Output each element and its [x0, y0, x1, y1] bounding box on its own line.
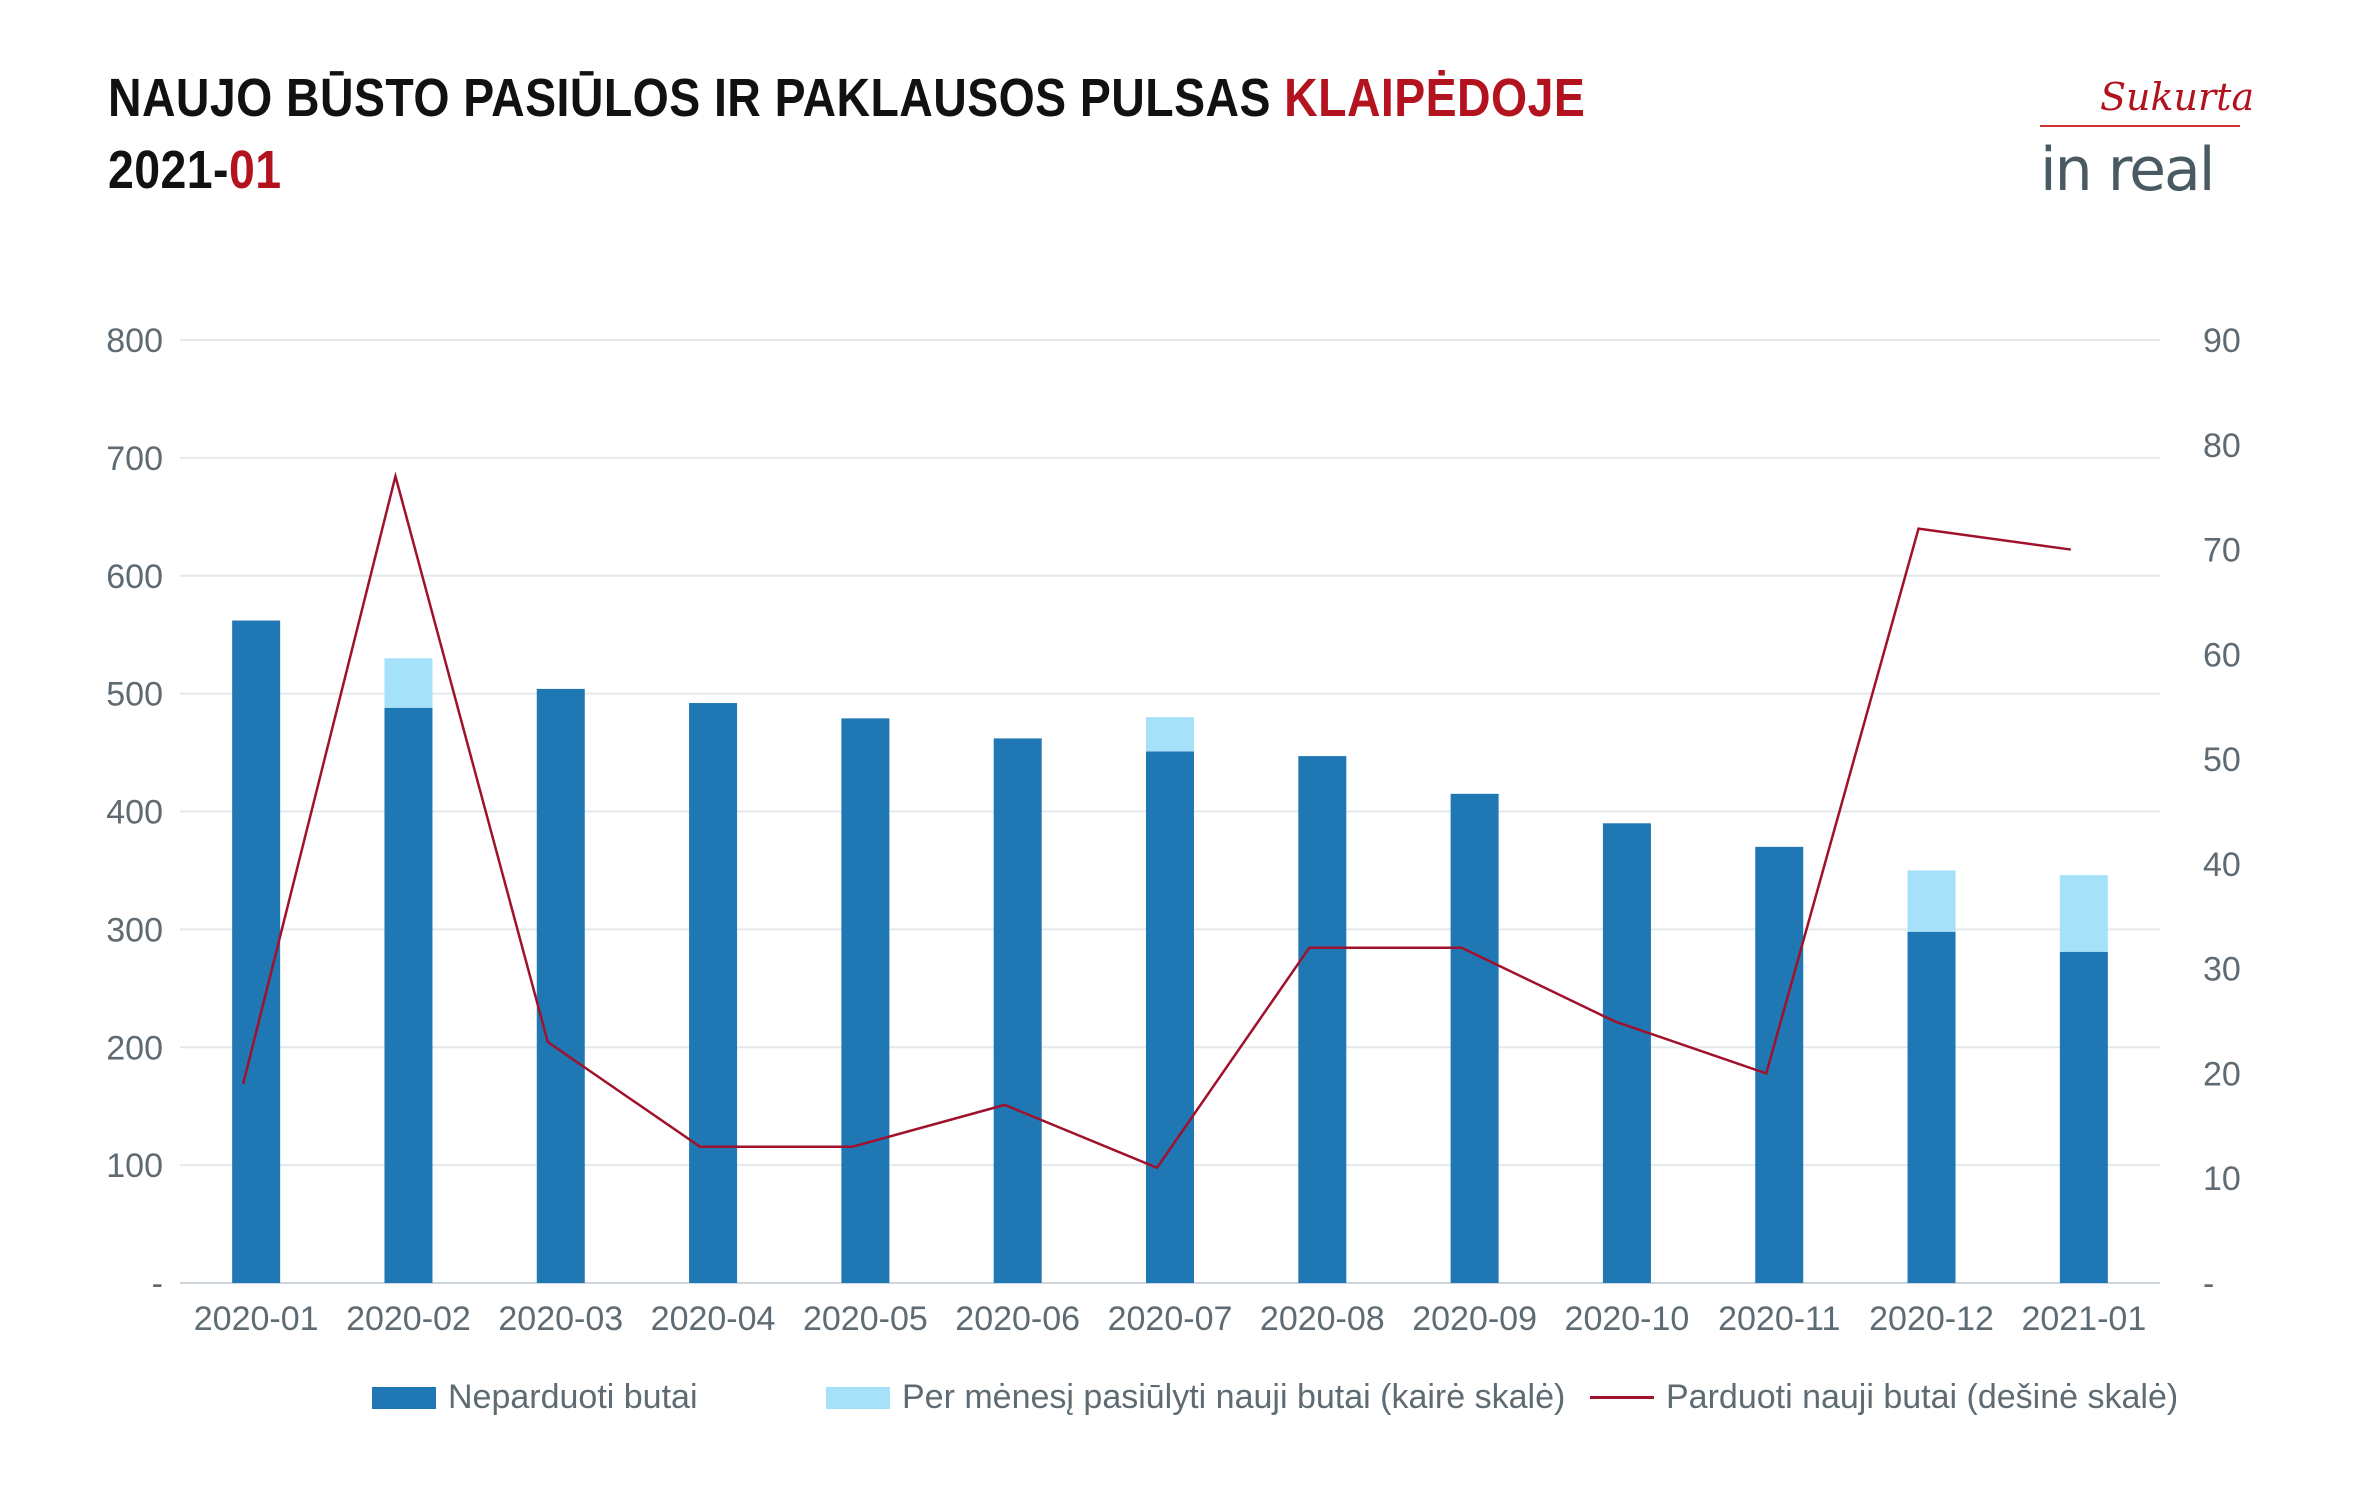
subtitle-month: 01 — [228, 140, 282, 200]
x-tick-label: 2021-01 — [2021, 1300, 2146, 1338]
bar-unsold — [993, 738, 1042, 1283]
x-tick-label: 2020-11 — [1718, 1300, 1840, 1338]
bar-unsold — [689, 703, 738, 1283]
bar-offered — [384, 658, 433, 708]
x-tick-label: 2020-10 — [1565, 1300, 1690, 1338]
legend-swatch-unsold — [372, 1386, 436, 1409]
right-tick-label: 90 — [2203, 322, 2241, 360]
bar-offered — [1907, 870, 1956, 932]
bar-offered — [2059, 875, 2108, 952]
x-tick-label: 2020-04 — [651, 1300, 776, 1338]
bar-unsold — [232, 620, 281, 1283]
left-tick-label: 700 — [106, 440, 163, 478]
bar-unsold — [1755, 846, 1804, 1283]
left-tick-label: 800 — [106, 322, 163, 360]
x-tick-label: 2020-07 — [1108, 1300, 1233, 1338]
legend-label-offered: Per mėnesį pasiūlyti nauji butai (kairė … — [902, 1378, 1566, 1416]
right-tick-label: 80 — [2203, 427, 2241, 465]
title-line-1: NAUJO BŪSTO PASIŪLOS IR PAKLAUSOS PULSAS… — [108, 62, 1585, 134]
legend-label-sold: Parduoti nauji butai (dešinė skalė) — [1666, 1378, 2179, 1416]
x-tick-label: 2020-09 — [1412, 1300, 1537, 1338]
bar-unsold — [1450, 793, 1499, 1283]
title-main: NAUJO BŪSTO PASIŪLOS IR PAKLAUSOS PULSAS — [108, 68, 1285, 128]
left-tick-label: 400 — [106, 794, 163, 832]
right-tick-label: 10 — [2203, 1160, 2241, 1198]
right-tick-label: 70 — [2203, 532, 2241, 570]
bar-unsold — [841, 718, 890, 1283]
inreal-logo: Sukurta in real — [2040, 75, 2260, 205]
title-line-2: 2021-01 — [108, 134, 1585, 206]
bar-unsold — [1907, 931, 1956, 1283]
left-tick-label: 500 — [106, 676, 163, 714]
title-city: KLAIPĖDOJE — [1284, 68, 1586, 128]
series-line-sold — [241, 471, 2072, 1170]
x-tick-label: 2020-05 — [803, 1300, 928, 1338]
x-tick-label: 2020-12 — [1869, 1300, 1994, 1338]
bar-unsold — [1298, 756, 1347, 1283]
legend-item-offered: Per mėnesį pasiūlyti nauji butai (kairė … — [826, 1378, 1565, 1417]
subtitle-year: 2021- — [108, 140, 229, 200]
x-tick-label: 2020-01 — [194, 1300, 319, 1338]
logo-tagline: Sukurta — [2100, 75, 2255, 119]
right-tick-label: 50 — [2203, 741, 2241, 779]
legend-item-sold: Parduoti nauji butai (dešinė skalė) — [1590, 1378, 2178, 1417]
legend-label-unsold: Neparduoti butai — [448, 1378, 698, 1416]
bar-unsold — [1602, 823, 1651, 1283]
x-tick-label: 2020-08 — [1260, 1300, 1385, 1338]
legend-swatch-offered — [826, 1386, 890, 1409]
left-tick-label: 200 — [106, 1029, 163, 1067]
chart-title: NAUJO BŪSTO PASIŪLOS IR PAKLAUSOS PULSAS… — [108, 62, 1585, 206]
left-tick-label: 600 — [106, 558, 163, 596]
bar-unsold — [384, 707, 433, 1283]
x-tick-label: 2020-06 — [955, 1300, 1080, 1338]
right-tick-label: 60 — [2203, 636, 2241, 674]
left-tick-label: 100 — [106, 1147, 163, 1185]
right-tick-label: - — [2203, 1265, 2214, 1303]
x-tick-label: 2020-02 — [346, 1300, 471, 1338]
logo-underline — [2040, 125, 2240, 127]
bar-unsold — [2059, 951, 2108, 1283]
bar-unsold — [536, 688, 585, 1283]
logo-brand: in real — [2040, 135, 2215, 205]
legend-item-unsold: Neparduoti butai — [372, 1378, 698, 1417]
left-tick-label: - — [152, 1265, 163, 1303]
x-tick-label: 2020-03 — [498, 1300, 623, 1338]
right-tick-label: 30 — [2203, 951, 2241, 989]
bar-offered — [1146, 717, 1194, 752]
left-tick-label: 300 — [106, 911, 163, 949]
legend-swatch-sold — [1590, 1396, 1654, 1399]
bar-unsold — [1146, 751, 1194, 1283]
right-tick-label: 40 — [2203, 846, 2241, 884]
right-tick-label: 20 — [2203, 1055, 2241, 1093]
legend: Neparduoti butai Per mėnesį pasiūlyti na… — [0, 1378, 2371, 1428]
